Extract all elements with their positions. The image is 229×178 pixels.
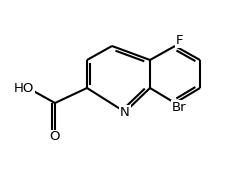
Text: N: N [120, 106, 129, 119]
Text: HO: HO [14, 82, 34, 95]
Text: Br: Br [171, 101, 186, 114]
Text: F: F [175, 34, 182, 47]
Text: O: O [49, 130, 60, 143]
